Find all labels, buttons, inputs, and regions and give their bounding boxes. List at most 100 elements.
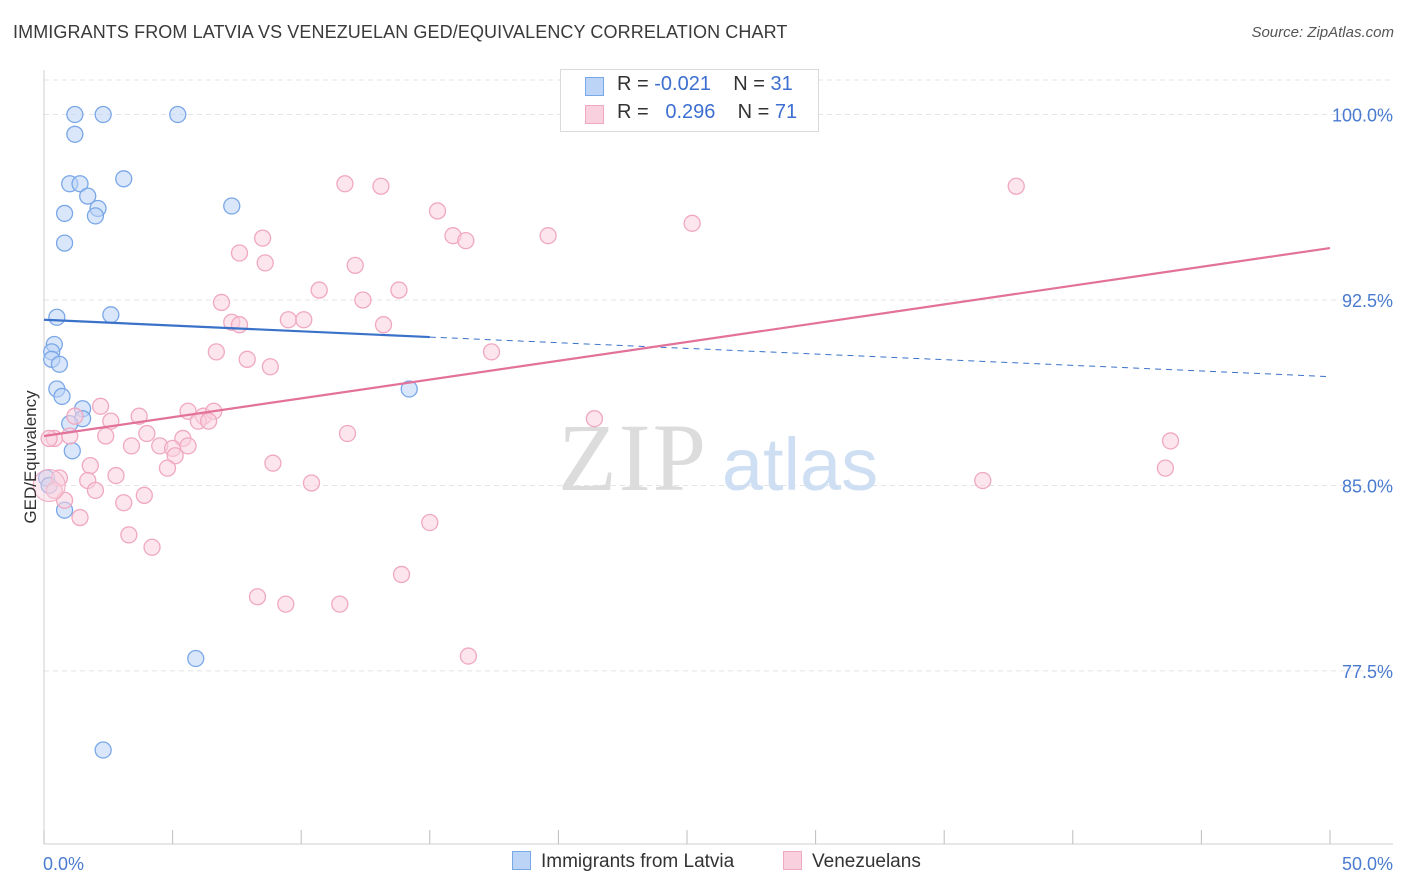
point-venezuelans xyxy=(459,647,478,665)
point-latvia xyxy=(55,204,74,223)
legend-n-label: N = xyxy=(737,101,770,123)
legend-r-value-venezuelans: 0.296 xyxy=(665,101,716,123)
point-venezuelans xyxy=(166,447,184,465)
point-venezuelans xyxy=(91,397,110,415)
point-latvia xyxy=(66,125,84,143)
point-venezuelans xyxy=(107,466,125,485)
point-venezuelans xyxy=(421,513,439,532)
point-latvia xyxy=(115,170,133,188)
point-venezuelans xyxy=(279,311,297,329)
point-latvia xyxy=(169,105,187,124)
point-latvia xyxy=(71,175,89,193)
point-latvia xyxy=(94,105,112,124)
point-venezuelans xyxy=(115,494,133,512)
point-latvia xyxy=(223,197,241,215)
point-venezuelans xyxy=(310,281,328,299)
point-latvia xyxy=(187,649,205,668)
point-venezuelans xyxy=(120,526,138,544)
point-venezuelans xyxy=(256,254,274,272)
y-tick-labels: 100.0% 92.5% 85.0% 77.5% xyxy=(1332,106,1393,682)
point-venezuelans xyxy=(135,486,153,504)
point-latvia xyxy=(79,187,97,205)
trend-line-venezuelans xyxy=(43,246,1331,438)
legend-swatch-latvia xyxy=(585,77,604,96)
point-venezuelans xyxy=(253,229,272,247)
y-tick-label: 100.0% xyxy=(1332,106,1393,126)
x-tick-label-end: 50.0% xyxy=(1342,854,1393,874)
legend-text-venezuelans: R = 0.296 N = 71 xyxy=(617,101,797,124)
point-venezuelans xyxy=(248,588,267,606)
point-venezuelans xyxy=(230,244,249,262)
point-venezuelans xyxy=(390,281,408,299)
legend-n-label: N = xyxy=(733,73,765,95)
point-latvia xyxy=(55,234,74,252)
y-tick-label: 77.5% xyxy=(1342,662,1393,682)
point-venezuelans xyxy=(230,316,249,334)
point-venezuelans xyxy=(199,412,218,430)
bottom-legend-latvia: Immigrants from Latvia xyxy=(512,851,734,873)
point-venezuelans xyxy=(354,291,372,309)
point-venezuelans-large xyxy=(32,468,66,502)
y-tick-label: 92.5% xyxy=(1342,291,1393,311)
point-venezuelans xyxy=(71,508,89,527)
point-venezuelans xyxy=(346,256,364,275)
point-latvia xyxy=(86,207,105,225)
point-latvia xyxy=(66,105,84,124)
point-venezuelans xyxy=(138,424,156,443)
watermark-zip: ZIP xyxy=(558,404,708,511)
point-venezuelans xyxy=(336,175,354,193)
bottom-legend-venezuelans: Venezuelans xyxy=(783,851,921,873)
bottom-legend-label-venezuelans: Venezuelans xyxy=(812,851,921,872)
chart-source: Source: ZipAtlas.com xyxy=(1251,24,1394,41)
point-venezuelans xyxy=(1161,432,1180,450)
legend-text-latvia: R = -0.021 N = 31 xyxy=(617,73,793,96)
legend-swatch-venezuelans xyxy=(585,105,604,124)
grid-lines xyxy=(44,79,1393,672)
point-venezuelans xyxy=(81,457,99,475)
bottom-legend-swatch-latvia xyxy=(512,851,531,870)
trend-line-latvia-extension xyxy=(429,336,1331,378)
point-venezuelans xyxy=(295,311,313,329)
point-venezuelans xyxy=(428,202,447,220)
point-venezuelans xyxy=(338,424,357,443)
correlation-legend: R = -0.021 N = 31 R = 0.296 N = 71 xyxy=(560,69,819,132)
watermark-atlas: atlas xyxy=(722,423,878,506)
point-venezuelans xyxy=(539,227,557,245)
point-venezuelans xyxy=(1156,459,1175,477)
legend-r-label: R = xyxy=(617,73,649,95)
point-venezuelans xyxy=(683,214,701,232)
point-venezuelans xyxy=(302,474,321,492)
point-venezuelans xyxy=(40,429,58,448)
point-venezuelans xyxy=(212,293,231,312)
y-axis-label: GED/Equivalency xyxy=(21,390,40,524)
trend-line-latvia xyxy=(43,318,430,339)
legend-n-value-venezuelans: 71 xyxy=(774,101,798,123)
point-venezuelans xyxy=(66,407,84,425)
point-venezuelans xyxy=(277,595,295,613)
point-venezuelans xyxy=(97,427,115,445)
point-venezuelans xyxy=(1007,177,1025,195)
data-points xyxy=(32,105,1180,759)
point-venezuelans xyxy=(331,595,349,613)
point-venezuelans xyxy=(392,565,411,584)
point-venezuelans xyxy=(158,459,177,477)
point-venezuelans xyxy=(974,471,992,490)
point-venezuelans xyxy=(207,343,225,361)
bottom-legend-swatch-venezuelans xyxy=(783,851,802,870)
bottom-legend-label-latvia: Immigrants from Latvia xyxy=(541,851,735,872)
legend-r-value-latvia: -0.021 xyxy=(654,73,711,95)
point-latvia xyxy=(94,741,112,759)
point-venezuelans xyxy=(238,350,256,368)
point-latvia xyxy=(102,306,120,324)
point-venezuelans xyxy=(130,407,148,425)
point-venezuelans xyxy=(457,231,475,250)
point-venezuelans xyxy=(374,316,393,334)
point-venezuelans xyxy=(45,481,63,500)
point-venezuelans xyxy=(261,358,279,376)
chart-title: IMMIGRANTS FROM LATVIA VS VENEZUELAN GED… xyxy=(13,22,788,42)
point-latvia xyxy=(63,442,81,460)
point-latvia xyxy=(53,387,71,406)
point-venezuelans xyxy=(585,410,604,428)
y-tick-label: 85.0% xyxy=(1342,476,1393,496)
